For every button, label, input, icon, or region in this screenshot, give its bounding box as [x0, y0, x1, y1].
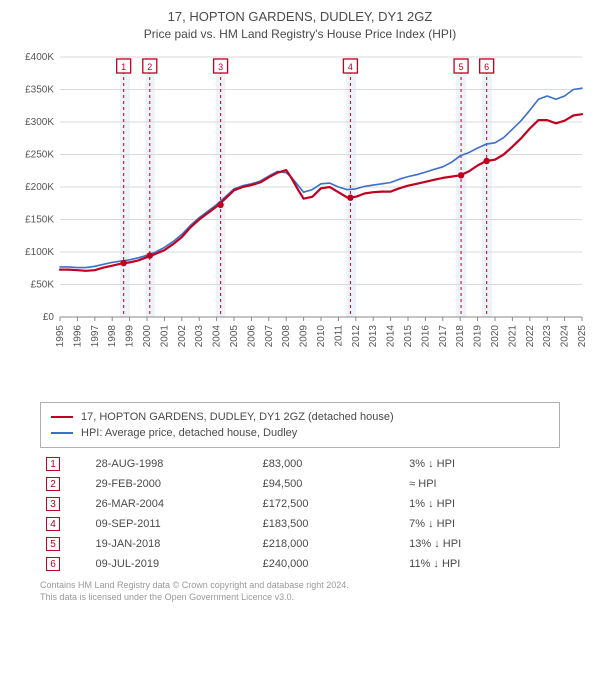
- price-vs-hpi-chart: £0 £50K £100K £150K £200K £250K £300K £350K £400…: [14, 49, 588, 387]
- transaction-delta: 13% ↓ HPI: [403, 534, 560, 554]
- transaction-date: 29-FEB-2000: [90, 474, 257, 494]
- svg-text:£0: £0: [43, 312, 55, 323]
- svg-text:2002: 2002: [177, 325, 188, 348]
- legend-swatch-hpi: [51, 432, 73, 434]
- event-marker-icon: 5: [46, 537, 60, 551]
- transaction-delta: 3% ↓ HPI: [403, 454, 560, 474]
- svg-text:2007: 2007: [264, 325, 275, 348]
- svg-text:1995: 1995: [55, 325, 66, 348]
- svg-text:2001: 2001: [159, 325, 170, 348]
- footer-line2: This data is licensed under the Open Gov…: [40, 592, 560, 604]
- event-marker-icon: 4: [46, 517, 60, 531]
- svg-text:2015: 2015: [403, 325, 414, 348]
- transaction-price: £218,000: [257, 534, 404, 554]
- svg-text:2013: 2013: [368, 325, 379, 348]
- svg-text:2003: 2003: [194, 325, 205, 348]
- table-row: 6 09-JUL-2019£240,00011% ↓ HPI: [40, 554, 560, 574]
- transaction-price: £83,000: [257, 454, 404, 474]
- svg-text:£250K: £250K: [25, 149, 54, 160]
- svg-text:2000: 2000: [142, 325, 153, 348]
- svg-text:2024: 2024: [560, 325, 571, 348]
- table-row: 1 28-AUG-1998£83,0003% ↓ HPI: [40, 454, 560, 474]
- legend-swatch-property: [51, 416, 73, 418]
- event-marker-icon: 6: [46, 557, 60, 571]
- table-row: 5 19-JAN-2018£218,00013% ↓ HPI: [40, 534, 560, 554]
- chart-container: £0 £50K £100K £150K £200K £250K £300K £350K £400…: [14, 49, 588, 392]
- svg-text:£400K: £400K: [25, 52, 54, 63]
- table-row: 2 29-FEB-2000£94,500≈ HPI: [40, 474, 560, 494]
- event-marker-icon: 2: [46, 477, 60, 491]
- svg-text:£200K: £200K: [25, 182, 54, 193]
- svg-text:1996: 1996: [72, 325, 83, 348]
- table-row: 4 09-SEP-2011£183,5007% ↓ HPI: [40, 514, 560, 534]
- transaction-price: £94,500: [257, 474, 404, 494]
- svg-text:2025: 2025: [577, 325, 588, 348]
- svg-text:2010: 2010: [316, 325, 327, 348]
- event-marker-icon: 3: [46, 497, 60, 511]
- svg-text:2022: 2022: [525, 325, 536, 348]
- transaction-delta: ≈ HPI: [403, 474, 560, 494]
- transaction-price: £183,500: [257, 514, 404, 534]
- svg-text:£100K: £100K: [25, 247, 54, 258]
- svg-text:1999: 1999: [125, 325, 136, 348]
- chart-title-block: 17, HOPTON GARDENS, DUDLEY, DY1 2GZ Pric…: [0, 8, 600, 43]
- svg-text:2009: 2009: [299, 325, 310, 348]
- svg-text:2020: 2020: [490, 325, 501, 348]
- transactions-table: 128-AUG-1998£83,0003% ↓ HPI229-FEB-2000£…: [40, 454, 560, 574]
- svg-text:2005: 2005: [229, 325, 240, 348]
- event-marker-icon: 1: [46, 457, 60, 471]
- svg-text:1997: 1997: [90, 325, 101, 348]
- transaction-date: 26-MAR-2004: [90, 494, 257, 514]
- chart-title-line1: 17, HOPTON GARDENS, DUDLEY, DY1 2GZ: [0, 8, 600, 26]
- chart-title-line2: Price paid vs. HM Land Registry's House …: [0, 26, 600, 43]
- svg-text:2006: 2006: [246, 325, 257, 348]
- svg-text:2017: 2017: [438, 325, 449, 348]
- svg-text:1: 1: [121, 62, 126, 72]
- svg-text:6: 6: [484, 62, 489, 72]
- svg-text:2021: 2021: [507, 325, 518, 348]
- svg-text:2: 2: [147, 62, 152, 72]
- legend-item-property: 17, HOPTON GARDENS, DUDLEY, DY1 2GZ (det…: [51, 409, 549, 425]
- svg-text:£50K: £50K: [31, 279, 55, 290]
- svg-text:2008: 2008: [281, 325, 292, 348]
- transaction-price: £172,500: [257, 494, 404, 514]
- svg-text:5: 5: [459, 62, 464, 72]
- legend-item-hpi: HPI: Average price, detached house, Dudl…: [51, 425, 549, 441]
- svg-text:2019: 2019: [473, 325, 484, 348]
- legend: 17, HOPTON GARDENS, DUDLEY, DY1 2GZ (det…: [40, 402, 560, 448]
- transaction-delta: 1% ↓ HPI: [403, 494, 560, 514]
- svg-text:2018: 2018: [455, 325, 466, 348]
- svg-text:2011: 2011: [333, 325, 344, 347]
- transaction-price: £240,000: [257, 554, 404, 574]
- svg-text:2012: 2012: [351, 325, 362, 348]
- svg-text:1998: 1998: [107, 325, 118, 348]
- transaction-date: 19-JAN-2018: [90, 534, 257, 554]
- footer-line1: Contains HM Land Registry data © Crown c…: [40, 580, 560, 592]
- svg-text:4: 4: [348, 62, 353, 72]
- svg-text:£350K: £350K: [25, 84, 54, 95]
- svg-text:£300K: £300K: [25, 117, 54, 128]
- svg-text:2004: 2004: [212, 325, 223, 348]
- transaction-delta: 7% ↓ HPI: [403, 514, 560, 534]
- legend-label-hpi: HPI: Average price, detached house, Dudl…: [81, 427, 297, 439]
- svg-text:£150K: £150K: [25, 214, 54, 225]
- svg-text:2016: 2016: [420, 325, 431, 348]
- page: 17, HOPTON GARDENS, DUDLEY, DY1 2GZ Pric…: [0, 0, 600, 680]
- svg-text:2023: 2023: [542, 325, 553, 348]
- table-row: 3 26-MAR-2004£172,5001% ↓ HPI: [40, 494, 560, 514]
- legend-label-property: 17, HOPTON GARDENS, DUDLEY, DY1 2GZ (det…: [81, 411, 394, 423]
- transaction-date: 28-AUG-1998: [90, 454, 257, 474]
- svg-text:2014: 2014: [386, 325, 397, 348]
- transaction-date: 09-SEP-2011: [90, 514, 257, 534]
- attribution-footer: Contains HM Land Registry data © Crown c…: [40, 580, 560, 603]
- transaction-date: 09-JUL-2019: [90, 554, 257, 574]
- svg-text:3: 3: [218, 62, 223, 72]
- transaction-delta: 11% ↓ HPI: [403, 554, 560, 574]
